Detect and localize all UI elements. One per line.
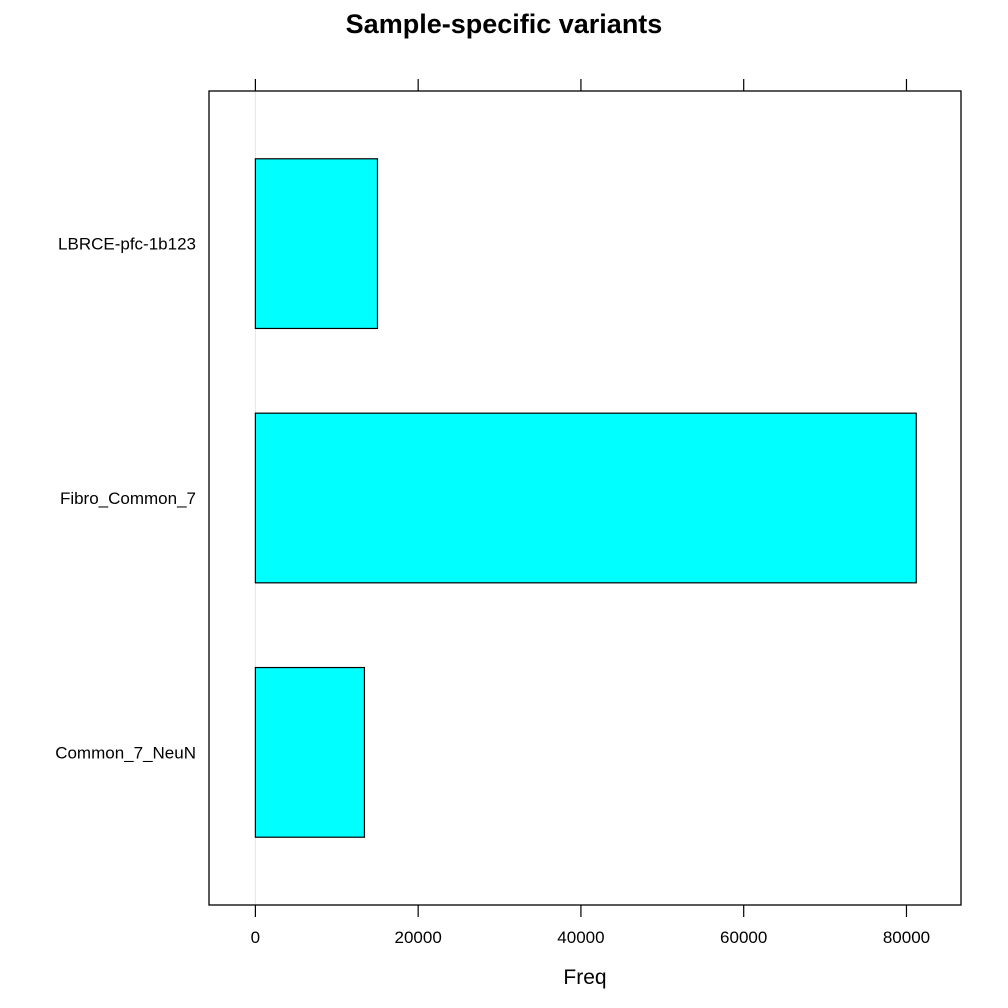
bar-lbrce-pfc-1b123: [254, 158, 379, 330]
x-tick-label: 40000: [557, 928, 604, 947]
bar-common-7-neun: [254, 666, 366, 838]
x-axis-label: Freq: [563, 966, 606, 989]
plot-frame: [208, 90, 962, 906]
chart-title: Sample-specific variants: [346, 9, 663, 39]
category-label: Fibro_Common_7: [60, 489, 196, 508]
bar-fibro-common-7: [254, 412, 917, 584]
x-tick-label: 60000: [720, 928, 767, 947]
plot-area: Common_7_NeuN Fibro_Common_7 LBRCE-pfc-1b1…: [55, 79, 962, 947]
category-label: LBRCE-pfc-1b123: [58, 235, 196, 254]
category-label: Common_7_NeuN: [55, 743, 196, 762]
x-tick-label: 80000: [883, 928, 930, 947]
x-tick-label: 0: [251, 928, 260, 947]
x-tick-label: 20000: [395, 928, 442, 947]
